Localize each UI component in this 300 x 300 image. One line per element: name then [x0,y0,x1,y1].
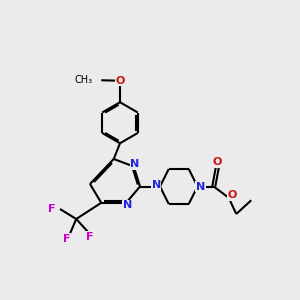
Text: F: F [48,204,56,214]
Text: CH₃: CH₃ [74,75,92,85]
Text: F: F [86,232,94,242]
Text: F: F [62,234,70,244]
Text: N: N [130,159,140,169]
Text: O: O [115,76,125,86]
Text: N: N [123,200,132,210]
Text: N: N [152,180,161,190]
Text: N: N [196,182,205,191]
Text: O: O [213,157,222,167]
Text: O: O [227,190,236,200]
